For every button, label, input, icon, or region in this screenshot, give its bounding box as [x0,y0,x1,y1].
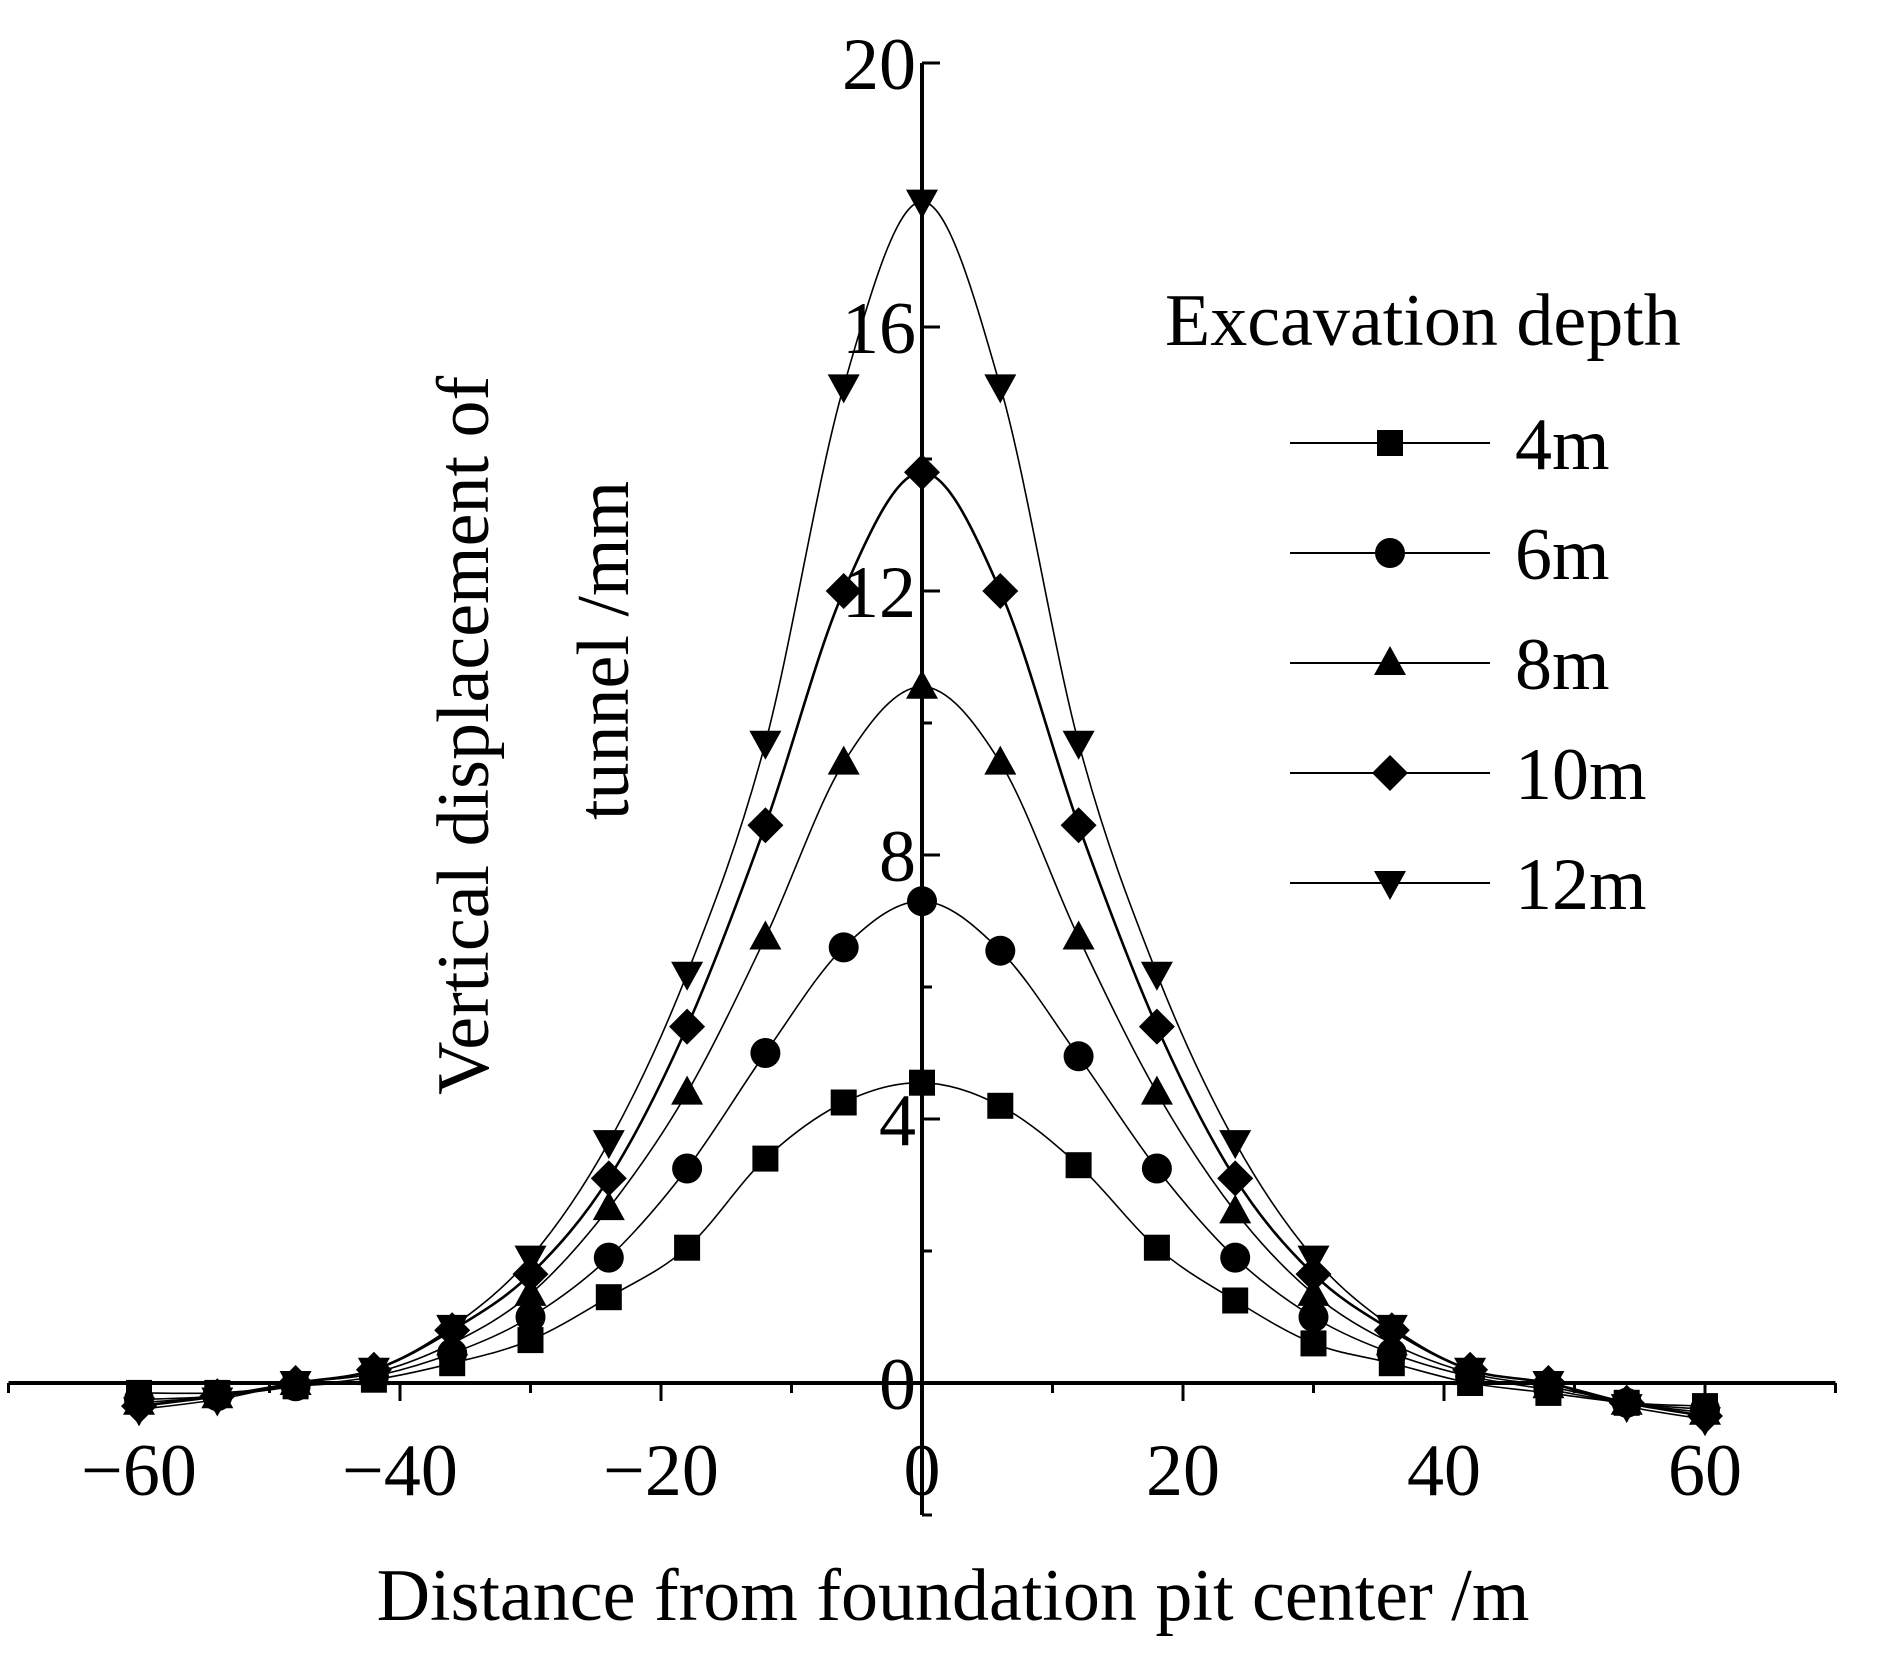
data-point-10m [904,454,940,491]
x-tick-label: 40 [1407,1430,1481,1512]
legend: Excavation depth 4m 6m 8m 10m 12m [1165,280,1681,926]
legend-item-6m: 6m [1290,514,1610,596]
y-tick-label: 8 [879,816,916,898]
data-point-12m [671,961,704,991]
y-tick-label: 0 [879,1344,916,1426]
legend-marker-4m [1377,430,1403,456]
legend-item-4m: 4m [1290,404,1610,486]
data-point-10m [669,1008,706,1045]
x-tick-label: −40 [342,1430,458,1512]
data-point-12m [906,189,938,219]
data-point-12m [1219,1130,1252,1160]
legend-item-12m: 12m [1290,844,1647,926]
data-point-6m [593,1242,624,1273]
data-point-6m [1141,1153,1172,1184]
data-point-6m [907,886,937,917]
data-point-10m [1060,807,1097,844]
legend-label: 6m [1515,514,1610,596]
y-tick-label: 16 [842,288,916,370]
data-point-4m [1143,1234,1170,1261]
data-point-10m [825,573,862,609]
data-point-4m [909,1069,935,1096]
data-point-12m [1454,1357,1487,1387]
data-point-12m [436,1314,469,1344]
legend-item-10m: 10m [1290,734,1647,816]
data-point-8m [749,920,782,950]
data-point-12m [592,1130,625,1160]
y-tick-label: 20 [842,24,916,106]
data-point-12m [279,1371,312,1400]
series-12m [123,189,1721,1437]
data-point-4m [1300,1330,1327,1357]
data-point-8m [1219,1194,1252,1224]
data-point-4m [1065,1152,1092,1179]
x-tick-label: 0 [904,1430,941,1512]
data-point-12m [1062,730,1095,760]
data-point-12m [1689,1407,1721,1437]
data-point-12m [984,374,1017,404]
data-point-12m [1297,1245,1330,1275]
legend-item-8m: 8m [1290,624,1610,706]
data-point-12m [1375,1314,1408,1344]
data-point-8m [827,745,860,775]
data-point-6m [750,1038,781,1068]
data-point-8m [984,745,1017,775]
x-tick-label: 20 [1146,1430,1220,1512]
data-point-12m [749,730,782,760]
data-point-4m [1222,1287,1249,1314]
legend-title: Excavation depth [1165,280,1681,362]
x-tick-label: −60 [81,1430,197,1512]
data-point-6m [515,1302,546,1332]
data-point-8m [906,669,938,699]
data-point-8m [671,1075,704,1105]
legend-marker-8m [1374,646,1406,675]
data-point-6m [1298,1302,1329,1332]
data-point-8m [1140,1075,1173,1105]
data-point-6m [828,932,859,963]
x-tick-label: 60 [1668,1430,1742,1512]
data-point-8m [1062,920,1095,950]
x-axis-title: Distance from foundation pit center /m [377,1555,1530,1637]
data-point-12m [123,1397,155,1427]
legend-marker-12m [1374,871,1406,900]
legend-label: 8m [1515,624,1610,706]
legend-label: 10m [1515,734,1647,816]
data-point-12m [514,1245,547,1275]
data-point-10m [982,573,1019,609]
data-point-4m [752,1145,779,1172]
data-point-12m [1610,1394,1643,1424]
legend-marker-10m [1372,755,1408,791]
y-axis-title-line1: Vertical displacement of [423,375,505,1095]
legend-label: 4m [1515,404,1610,486]
data-point-12m [1140,961,1173,991]
legend-marker-6m [1375,538,1405,568]
legend-label: 12m [1515,844,1647,926]
data-point-12m [827,374,860,404]
data-point-6m [1063,1041,1094,1072]
data-point-4m [595,1284,622,1311]
y-axis-title-line2: tunnel /mm [563,481,645,820]
x-tick-label: −20 [603,1430,719,1512]
data-point-10m [1217,1160,1254,1197]
data-point-4m [987,1092,1014,1119]
data-point-10m [1138,1008,1175,1045]
data-point-4m [830,1089,857,1116]
data-point-6m [1220,1242,1251,1273]
data-point-12m [1532,1371,1565,1400]
data-point-6m [985,935,1016,966]
data-point-10m [590,1160,627,1197]
data-point-10m [747,807,784,844]
data-point-4m [674,1234,701,1261]
data-point-12m [201,1387,234,1417]
data-point-8m [592,1191,625,1221]
data-point-6m [672,1153,703,1184]
data-point-12m [357,1357,390,1387]
series-layer [121,189,1723,1437]
